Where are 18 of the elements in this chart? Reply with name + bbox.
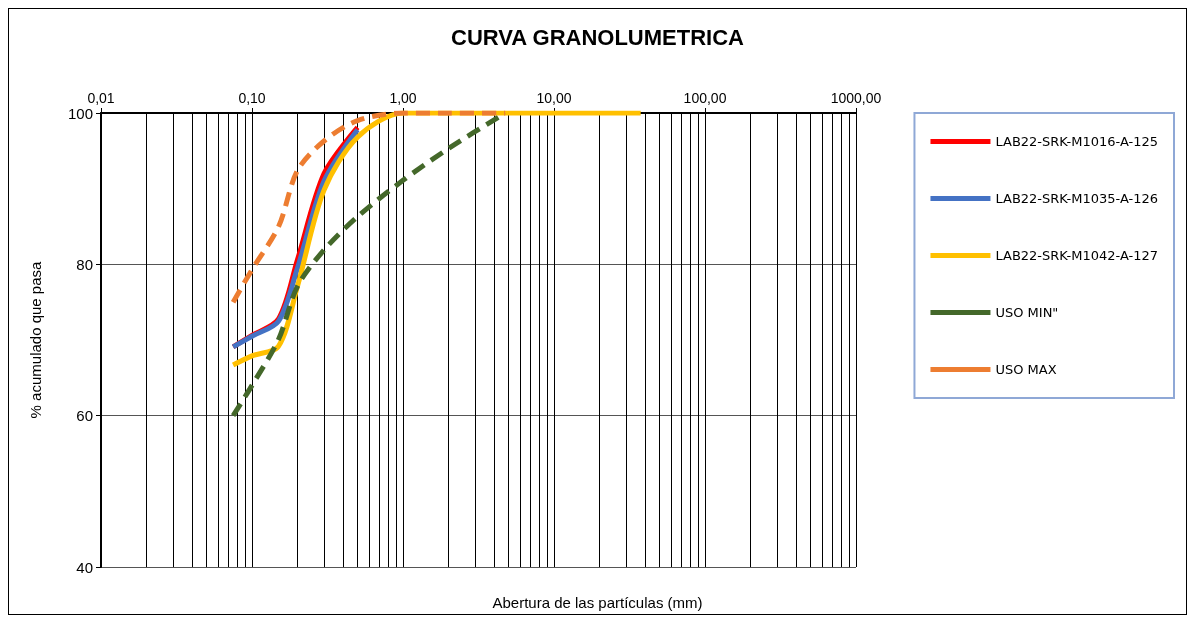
x-tick-label: 0,10: [238, 90, 266, 106]
y-axis-title: % acumulado que pasa: [27, 260, 44, 419]
y-tick-label: 60: [76, 407, 93, 425]
chart-title: CURVA GRANOLUMETRICA: [451, 24, 745, 50]
x-tick-label: 100,00: [683, 90, 727, 106]
legend-label: LAB22-SRK-M1042-A-127: [995, 248, 1159, 263]
x-tick-label: 1000,00: [830, 90, 882, 106]
y-tick-label: 80: [76, 255, 93, 273]
x-axis-title: Abertura de las partículas (mm): [492, 594, 703, 611]
x-tick-label: 10,00: [536, 90, 572, 106]
legend-label: LAB22-SRK-M1035-A-126: [995, 191, 1159, 206]
x-tick-label: 0,01: [87, 90, 115, 106]
legend-label: USO MAX: [995, 362, 1057, 377]
legend-label: LAB22-SRK-M1016-A-125: [995, 134, 1159, 149]
legend-label: USO MIN": [995, 305, 1059, 320]
x-tick-label: 1,00: [389, 90, 417, 106]
y-tick-label: 40: [76, 558, 93, 576]
y-tick-label: 100: [67, 104, 93, 122]
